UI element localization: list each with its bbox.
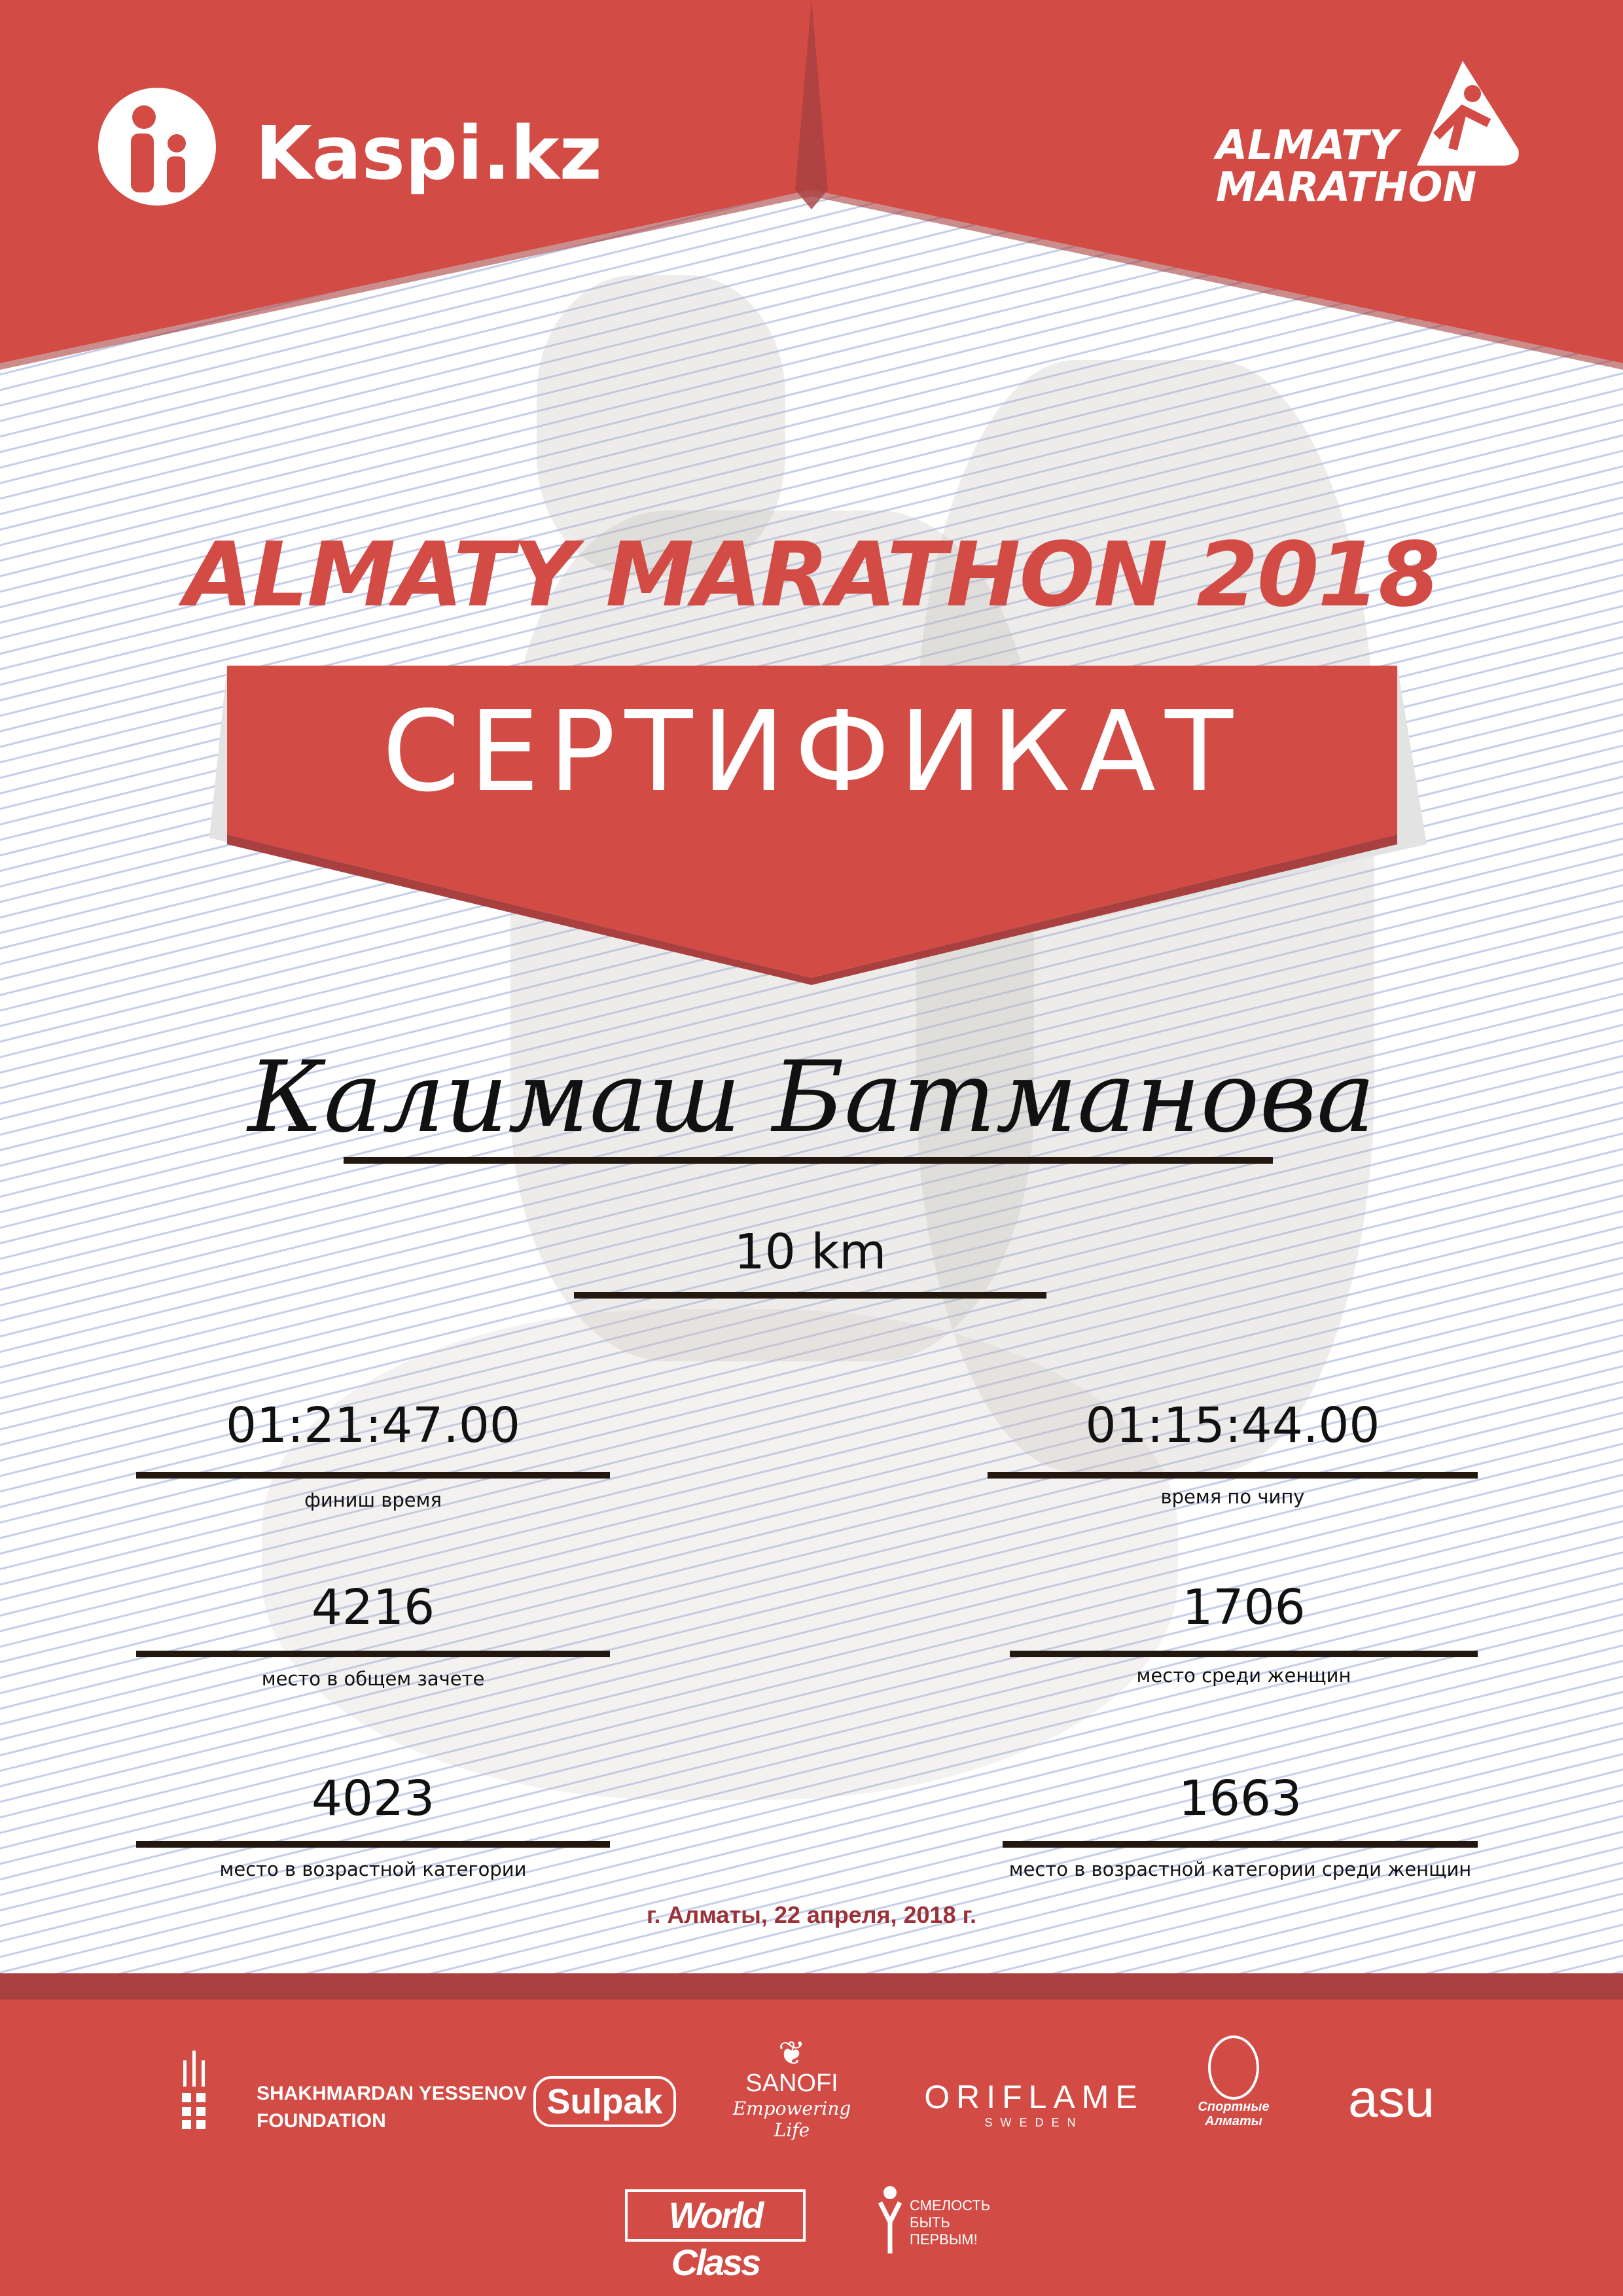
finish-time-underline	[136, 1472, 610, 1479]
certificate-label: СЕРТИФИКАТ	[382, 687, 1242, 817]
age-place-value: 4023	[311, 1770, 435, 1827]
women-place-value: 1706	[1182, 1579, 1306, 1636]
overall-place-label: место в общем зачете	[261, 1668, 485, 1690]
age-women-place-value: 1663	[1178, 1770, 1302, 1827]
background-runner-photo	[537, 275, 785, 576]
sponsors-footer	[0, 2000, 1623, 2296]
footer-divider	[0, 1973, 1623, 2000]
overall-place-underline	[136, 1651, 610, 1657]
overall-place-value: 4216	[311, 1579, 435, 1636]
smelost-line-2: БЫТЬ	[910, 2214, 950, 2231]
event-title: ALMATY MARATHON 2018	[184, 524, 1440, 627]
sulpak-logo: Sulpak	[533, 2076, 676, 2127]
finish-time-label: финиш время	[304, 1489, 442, 1511]
sanofi-name: SANOFI	[745, 2070, 838, 2097]
header-banner	[0, 0, 1623, 370]
finish-time-value: 01:21:47.00	[225, 1397, 521, 1454]
kaspi-logo-text: Kaspi.kz	[255, 111, 602, 196]
kaspi-logo-icon	[95, 88, 226, 206]
sanofi-bird-icon: ❦	[778, 2035, 806, 2072]
yessenov-logo-icon	[182, 2051, 221, 2129]
oriflame-logo: ORIFLAME SWEDEN	[923, 2078, 1145, 2130]
almaty-marathon-logo-text: ALMATY MARATHON	[1216, 124, 1476, 208]
date-location: г. Алматы, 22 апреля, 2018 г.	[647, 1901, 976, 1928]
background-runner-photo	[262, 1309, 1178, 1800]
chip-time-underline	[988, 1472, 1478, 1479]
age-place-label: место в возрастной категории	[219, 1858, 527, 1880]
age-women-place-underline	[1003, 1841, 1478, 1848]
smelost-line-3: ПЕРВЫМ!	[910, 2231, 978, 2248]
sport-almaty-emblem-icon	[1208, 2036, 1259, 2100]
logo-line-1: ALMATY	[1216, 121, 1399, 169]
logo-line-2: MARATHON	[1216, 163, 1477, 211]
smelost-logo-icon	[870, 2176, 903, 2255]
smelost-line-1: СМЕЛОСТЬ	[910, 2197, 991, 2214]
distance-underline	[574, 1292, 1046, 1299]
name-underline	[344, 1157, 1273, 1164]
chip-time-value: 01:15:44.00	[1085, 1397, 1380, 1454]
sport-almaty-line-2: Алматы	[1205, 2114, 1262, 2128]
yessenov-line-2: FOUNDATION	[257, 2110, 386, 2132]
women-place-label: место среди женщин	[1136, 1664, 1351, 1687]
oriflame-sub: SWEDEN	[984, 2116, 1084, 2129]
sanofi-logo: ❦ SANOFI Empowering Life	[726, 2037, 857, 2141]
sport-almaty-logo: Спортные Алматы	[1198, 2036, 1270, 2128]
sport-almaty-line-1: Спортные	[1198, 2100, 1270, 2114]
sanofi-tagline: Empowering Life	[732, 2098, 851, 2141]
smelost-logo: СМЕЛОСТЬ БЫТЬ ПЕРВЫМ!	[910, 2197, 990, 2248]
age-place-underline	[136, 1841, 610, 1848]
almaty-marathon-logo-icon	[1391, 58, 1522, 169]
world-class-logo: World Class	[625, 2189, 806, 2283]
yessenov-foundation-logo: SHAKHMARDAN YESSENOV FOUNDATION	[257, 2080, 527, 2135]
distance-value: 10 km	[734, 1224, 887, 1280]
asu-logo: asu	[1348, 2069, 1435, 2128]
oriflame-name: ORIFLAME	[924, 2079, 1144, 2115]
certificate-banner	[209, 666, 1427, 985]
chip-time-label: время по чипу	[1160, 1486, 1305, 1508]
women-place-underline	[1010, 1651, 1478, 1657]
age-women-place-label: место в возрастной категории среди женщи…	[1008, 1858, 1472, 1880]
yessenov-line-1: SHAKHMARDAN YESSENOV	[257, 2083, 527, 2104]
participant-name: Калимаш Батманова	[247, 1041, 1376, 1155]
